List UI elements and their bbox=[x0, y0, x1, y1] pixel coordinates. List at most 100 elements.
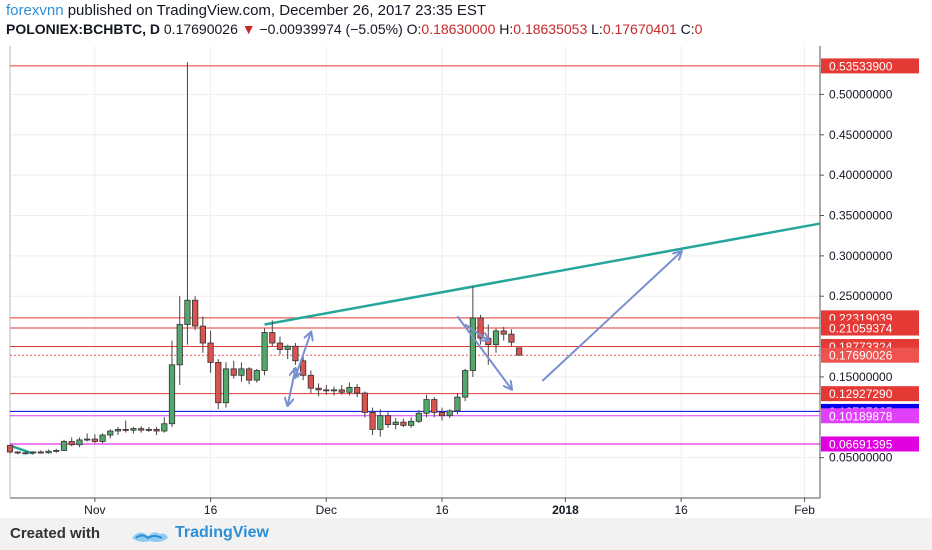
author-name[interactable]: forexvnn bbox=[6, 2, 64, 19]
x-tick-label: 2018 bbox=[552, 503, 579, 517]
candle-body bbox=[438, 412, 446, 417]
created-with-text: Created with bbox=[10, 525, 101, 542]
candle-body bbox=[215, 361, 222, 404]
candle-body bbox=[253, 370, 260, 381]
candle-body bbox=[199, 325, 206, 344]
price-label-box bbox=[821, 58, 919, 74]
close-value: 0 bbox=[694, 21, 703, 37]
arrow-annotation bbox=[541, 252, 681, 382]
candle-body bbox=[454, 396, 461, 412]
high-label: H: bbox=[499, 21, 514, 37]
candle-body bbox=[292, 345, 299, 362]
candle-body bbox=[246, 368, 253, 381]
candle-body bbox=[91, 438, 98, 442]
candle-body bbox=[6, 445, 14, 453]
candle-body bbox=[184, 299, 191, 325]
price-label-text: 0.17690026 bbox=[829, 349, 893, 363]
symbol-label: POLONIEX:BCHBTC, D bbox=[6, 21, 160, 37]
low-label: L: bbox=[591, 21, 603, 37]
x-tick-label: Nov bbox=[84, 503, 105, 517]
candle-body bbox=[107, 430, 114, 436]
candle-body bbox=[276, 342, 284, 350]
candle-body bbox=[269, 332, 276, 344]
candle-body bbox=[408, 420, 415, 426]
chart-svg: 0.05000000 0.15000000 0.25000000 0.30000000… bbox=[6, 46, 919, 517]
price-label-box bbox=[821, 436, 919, 452]
candle-body bbox=[138, 428, 145, 431]
candle-body bbox=[469, 317, 476, 371]
candle-body bbox=[516, 347, 523, 356]
price-label-text: 0.06691395 bbox=[829, 437, 893, 451]
arrow-annotation bbox=[464, 323, 488, 340]
publish-header: forexvnn published on TradingView.com, D… bbox=[6, 2, 486, 19]
x-tick-label: 16 bbox=[435, 503, 449, 517]
candle-body bbox=[315, 387, 322, 391]
candle-body bbox=[76, 439, 83, 446]
y-tick-label: 0.15000000 bbox=[829, 370, 893, 384]
y-tick-label: 0.05000000 bbox=[829, 451, 893, 465]
candle-body bbox=[354, 387, 361, 394]
candle-body bbox=[431, 399, 438, 413]
y-tick-label: 0.25000000 bbox=[829, 289, 893, 303]
tradingview-brand[interactable]: TradingView bbox=[175, 524, 269, 541]
candle-body bbox=[37, 451, 44, 454]
x-tick-label: Dec bbox=[316, 503, 337, 517]
candle-body bbox=[400, 421, 407, 426]
candle-body bbox=[168, 364, 176, 425]
candle-body bbox=[207, 342, 214, 363]
footer: Created with TradingView bbox=[0, 518, 932, 550]
low-value: 0.17670401 bbox=[602, 21, 677, 37]
price-label-box bbox=[821, 386, 919, 402]
price-label-box bbox=[821, 347, 919, 363]
candle-body bbox=[30, 451, 37, 454]
candle-body bbox=[153, 428, 160, 432]
candle-body bbox=[60, 441, 68, 451]
candle-body bbox=[492, 330, 500, 346]
price-label-text: 0.12927290 bbox=[829, 387, 893, 401]
candle-body bbox=[53, 449, 60, 452]
y-tick-label: 0.40000000 bbox=[829, 168, 893, 182]
price-label-box bbox=[821, 320, 919, 336]
x-tick-label: 16 bbox=[674, 503, 688, 517]
candle-body bbox=[192, 299, 199, 327]
x-tick-label: Feb bbox=[794, 503, 815, 517]
candle-body bbox=[284, 345, 291, 350]
candle-body bbox=[346, 387, 353, 393]
published-text: published on TradingView.com, December 2… bbox=[63, 2, 487, 19]
open-label: O: bbox=[406, 21, 422, 37]
candle-body bbox=[261, 332, 268, 371]
last-price: 0.17690026 bbox=[163, 21, 238, 37]
candle-body bbox=[330, 389, 338, 392]
candle-body bbox=[361, 392, 368, 413]
candle-body bbox=[145, 428, 152, 431]
down-arrow-icon: ▼ bbox=[241, 21, 256, 37]
candle-body bbox=[508, 333, 515, 343]
candle-body bbox=[22, 452, 29, 455]
arrow-annotation bbox=[456, 315, 511, 389]
price-label-text: 0.10189878 bbox=[829, 409, 893, 423]
y-tick-label: 0.35000000 bbox=[829, 209, 893, 223]
candle-body bbox=[500, 330, 507, 335]
candle-body bbox=[176, 324, 183, 366]
double-arrow-annotation bbox=[288, 369, 296, 405]
candle-body bbox=[130, 428, 137, 431]
x-tick-label: 16 bbox=[204, 503, 218, 517]
price-label-text: 0.21059374 bbox=[829, 322, 893, 336]
candle-body bbox=[14, 451, 21, 454]
candle-body bbox=[369, 412, 376, 430]
candle-body bbox=[99, 434, 106, 442]
trendline bbox=[264, 222, 821, 326]
candle-body bbox=[238, 368, 245, 376]
close-label: C: bbox=[680, 21, 695, 37]
candle-body bbox=[307, 374, 314, 389]
price-change: −0.00939974 (−5.05%) bbox=[259, 21, 403, 37]
candle-body bbox=[377, 415, 384, 430]
candle-body bbox=[446, 410, 453, 417]
candle-body bbox=[45, 450, 52, 454]
candle-body bbox=[84, 438, 91, 441]
tradingview-logo-icon[interactable] bbox=[130, 524, 170, 546]
candle-body bbox=[384, 415, 392, 425]
price-label-box bbox=[821, 408, 919, 424]
ohlc-header: POLONIEX:BCHBTC, D 0.17690026 ▼ −0.00939… bbox=[6, 21, 702, 37]
candle-body bbox=[68, 441, 75, 446]
